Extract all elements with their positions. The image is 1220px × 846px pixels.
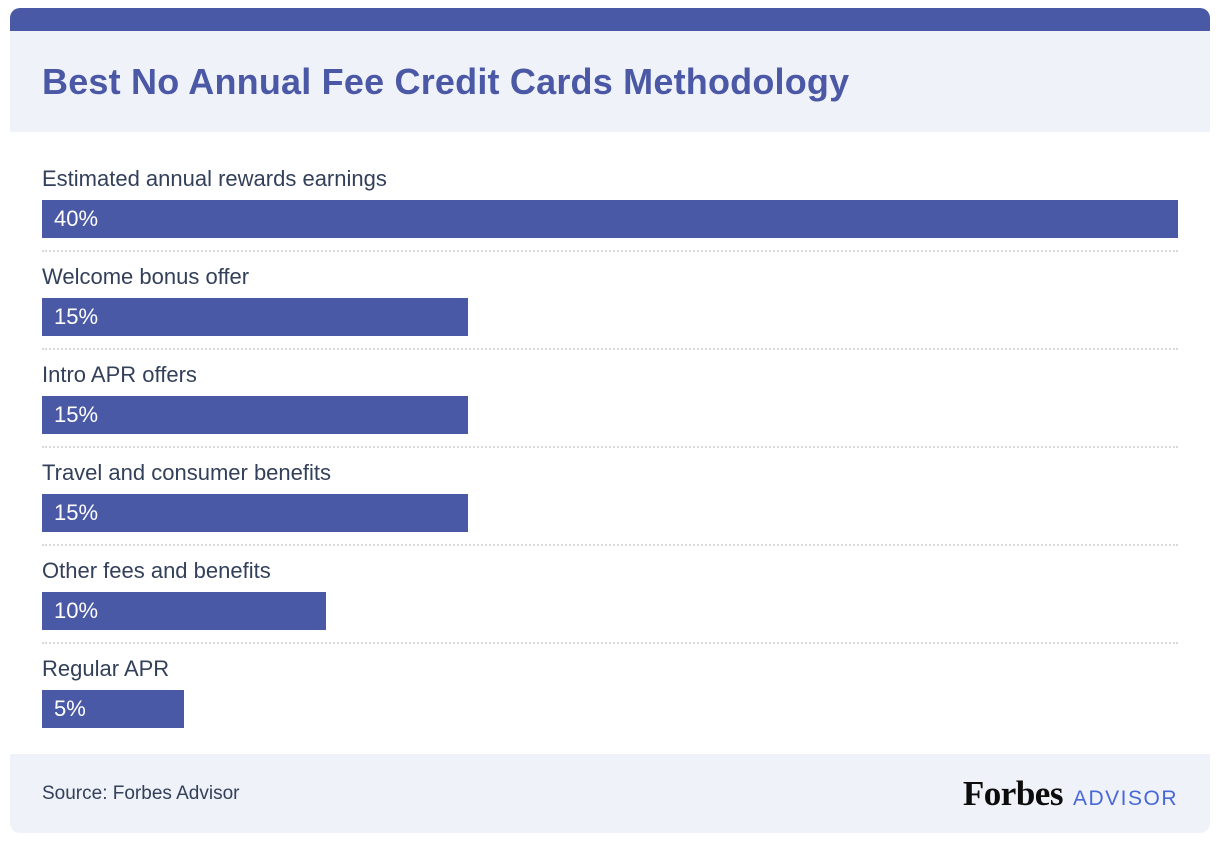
chart-footer: Source: Forbes Advisor Forbes ADVISOR <box>10 754 1210 833</box>
bar-value-label: 15% <box>54 500 99 525</box>
advisor-wordmark: ADVISOR <box>1072 786 1178 810</box>
category-label: Welcome bonus offer <box>42 264 250 289</box>
forbes-advisor-logo: Forbes ADVISOR <box>963 774 1178 814</box>
bar: 15% <box>42 298 468 336</box>
category-label: Travel and consumer benefits <box>42 460 331 485</box>
bar: 10% <box>42 592 326 630</box>
chart-row: Travel and consumer benefits 15% <box>42 448 1178 546</box>
chart-row: Estimated annual rewards earnings 40% <box>42 166 1178 252</box>
category-label: Intro APR offers <box>42 362 197 387</box>
bar: 15% <box>42 494 468 532</box>
chart-row: Other fees and benefits 10% <box>42 546 1178 644</box>
methodology-card: Best No Annual Fee Credit Cards Methodol… <box>10 8 1210 833</box>
chart-row: Regular APR 5% <box>42 644 1178 728</box>
category-label: Other fees and benefits <box>42 558 271 583</box>
chart-row: Welcome bonus offer 15% <box>42 252 1178 350</box>
source-text: Source: Forbes Advisor <box>42 782 240 804</box>
category-label: Regular APR <box>42 656 170 681</box>
chart-header: Best No Annual Fee Credit Cards Methodol… <box>10 31 1210 132</box>
bar-value-label: 15% <box>54 304 99 329</box>
category-label: Estimated annual rewards earnings <box>42 166 387 191</box>
bar-value-label: 40% <box>54 206 99 231</box>
bar: 40% <box>42 200 1178 238</box>
top-accent-bar <box>10 8 1210 31</box>
bar: 5% <box>42 690 184 728</box>
bar-value-label: 5% <box>54 696 86 721</box>
chart-title: Best No Annual Fee Credit Cards Methodol… <box>42 60 850 102</box>
bar-chart: Estimated annual rewards earnings 40% We… <box>10 132 1210 734</box>
bar-value-label: 15% <box>54 402 99 427</box>
chart-row: Intro APR offers 15% <box>42 350 1178 448</box>
forbes-wordmark: Forbes <box>962 773 1064 813</box>
bar-value-label: 10% <box>54 598 99 623</box>
bar: 15% <box>42 396 468 434</box>
